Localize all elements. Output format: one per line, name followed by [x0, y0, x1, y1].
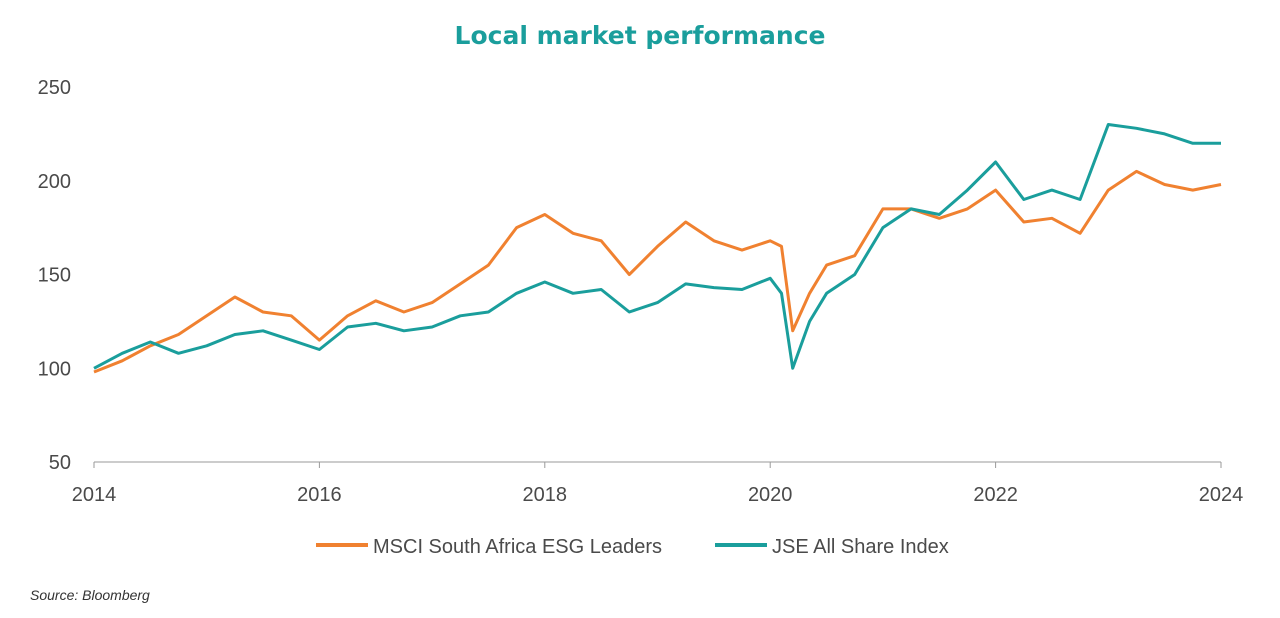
- series-line-msci: [93, 169, 1222, 374]
- source-note: Source: Bloomberg: [30, 587, 150, 603]
- y-axis: 250 200 150 100 50: [38, 77, 71, 474]
- y-tick-label: 250: [38, 77, 71, 99]
- series-line-jse: [93, 123, 1221, 370]
- x-tick-label: 2022: [973, 484, 1018, 506]
- x-tick-label: 2016: [297, 484, 342, 506]
- chart-title: Local market performance: [455, 21, 826, 50]
- x-tick-label: 2014: [72, 484, 117, 506]
- y-tick-label: 50: [49, 452, 71, 474]
- legend: MSCI South Africa ESG Leaders JSE All Sh…: [316, 536, 949, 558]
- legend-label-jse: JSE All Share Index: [772, 536, 949, 558]
- x-tick-label: 2018: [523, 484, 568, 506]
- y-tick-label: 200: [38, 171, 71, 193]
- plot-area: [93, 123, 1222, 374]
- x-tick-label: 2020: [748, 484, 793, 506]
- legend-label-msci: MSCI South Africa ESG Leaders: [373, 536, 662, 558]
- x-axis: 2014 2016 2018 2020 2022 2024: [72, 461, 1244, 506]
- x-tick-label: 2024: [1199, 484, 1244, 506]
- y-tick-label: 100: [38, 358, 71, 380]
- y-tick-label: 150: [38, 265, 71, 287]
